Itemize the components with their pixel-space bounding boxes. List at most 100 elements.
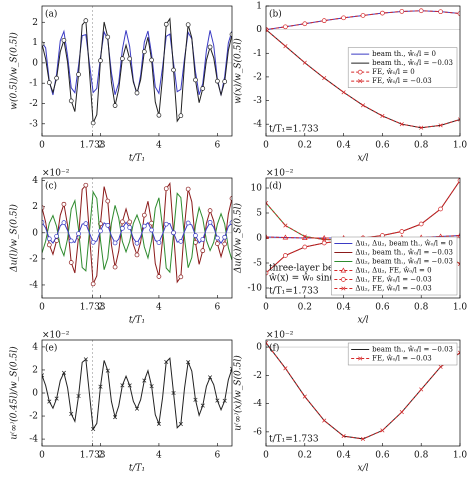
y-axis-label: u⁽∞⁾(x)/w_S(0.5l): [233, 355, 244, 431]
marker: [120, 383, 125, 388]
x-tick-label: 1.733: [80, 141, 106, 151]
series: [42, 357, 232, 432]
marker: [83, 357, 88, 362]
x-tick-label: 0.4: [336, 141, 351, 151]
marker: [418, 8, 424, 14]
marker: [200, 237, 206, 242]
marker: [112, 103, 118, 108]
legend-label: FE, ŵ₀/l = 0: [372, 68, 415, 76]
note: three-layer beam SI-SI: [269, 264, 373, 274]
marker: [283, 223, 288, 228]
y-tick-label: 2: [32, 202, 38, 212]
marker: [68, 260, 74, 265]
y-tick-label: -2: [253, 72, 262, 82]
y-tick-label: 0: [32, 389, 38, 399]
marker: [438, 123, 443, 128]
legend-label: beam th., ŵ₀/l = 0: [372, 50, 436, 58]
y-axis-label: Δu(l)/w_S(0.5l): [9, 204, 20, 273]
marker: [54, 396, 59, 401]
legend-label: Δu₁, Δu₂, beam th., ŵ₀/l = 0: [355, 240, 452, 248]
marker: [207, 219, 213, 225]
y-tick-label: 1: [256, 2, 262, 12]
marker: [156, 240, 162, 245]
series: [266, 27, 460, 130]
note: ŵ(x) = ŵ₀ sin(πx/l): [269, 273, 353, 284]
x-tick-label: 1.0: [453, 141, 468, 151]
panel-label: (a): [45, 9, 57, 20]
marker: [457, 117, 460, 122]
marker: [457, 350, 460, 355]
plot-frame: [265, 177, 461, 299]
series: [42, 219, 232, 246]
y-tick-label: -4: [253, 120, 262, 130]
marker: [229, 366, 232, 371]
data-line: [42, 190, 232, 274]
marker: [186, 360, 191, 365]
marker: [76, 72, 81, 77]
marker: [178, 422, 183, 427]
marker: [164, 359, 169, 364]
series: [42, 17, 232, 126]
marker: [215, 398, 220, 403]
x-tick-label: 0: [263, 303, 269, 313]
x-tick-label: 0.6: [375, 451, 390, 461]
marker: [156, 274, 162, 279]
marker: [105, 368, 110, 373]
marker: [215, 235, 220, 241]
y-tick-label: -6: [253, 427, 262, 437]
marker: [229, 196, 232, 201]
marker: [149, 384, 154, 389]
marker: [46, 242, 52, 248]
marker: [222, 241, 228, 247]
marker: [120, 219, 125, 225]
marker: [127, 219, 133, 225]
marker: [61, 201, 67, 207]
y-tick-label: -5: [253, 259, 262, 269]
x-tick-label: 1.0: [453, 451, 468, 461]
marker: [208, 375, 213, 380]
marker: [322, 418, 327, 423]
x-tick-label: 0: [263, 141, 269, 151]
marker: [207, 208, 213, 213]
legend-label: Δu₂, beam th., ŵ₀/l = −0.03: [355, 258, 453, 266]
y-axis-label: u⁽∞⁾(0.45l)/w_S(0.5l): [9, 346, 20, 440]
marker: [380, 428, 385, 433]
marker: [266, 27, 269, 32]
x-tick-label: 1.733: [80, 451, 106, 461]
marker: [61, 220, 67, 225]
marker: [113, 415, 118, 420]
annotation: t/T₁=1.733: [269, 287, 319, 297]
y-tick-label: -2: [253, 371, 262, 381]
x-tick-label: 0.8: [414, 303, 429, 313]
marker: [142, 378, 147, 383]
legend-label: Δu₁, beam th., ŵ₀/l = −0.03: [355, 249, 453, 257]
axis-multiplier: ×10⁻²: [266, 169, 294, 179]
marker: [418, 221, 424, 227]
marker: [222, 79, 228, 84]
y-axis-label: w(0.5l)/w_S(0.5l): [9, 32, 20, 110]
panel-label: (b): [269, 9, 282, 20]
marker: [185, 220, 191, 226]
data-line: [266, 10, 460, 31]
marker: [321, 18, 327, 24]
marker: [171, 67, 176, 73]
y-tick-label: 0: [256, 343, 262, 353]
marker: [380, 113, 385, 118]
y-tick-label: -2: [29, 99, 38, 109]
y-tick-label: 4: [32, 342, 38, 352]
marker: [42, 41, 45, 47]
marker: [229, 220, 232, 225]
x-tick-label: 4: [156, 141, 162, 151]
marker: [112, 240, 118, 246]
x-axis-label: x/l: [358, 154, 369, 164]
legend-marker: [357, 69, 363, 75]
marker: [149, 57, 154, 63]
x-tick-label: 1.733: [80, 303, 106, 313]
series: [42, 190, 232, 274]
marker: [200, 248, 206, 254]
marker: [90, 281, 96, 287]
x-tick-label: 0.2: [298, 303, 312, 313]
marker: [83, 182, 89, 188]
plot-frame: [265, 339, 461, 447]
marker: [360, 103, 366, 108]
